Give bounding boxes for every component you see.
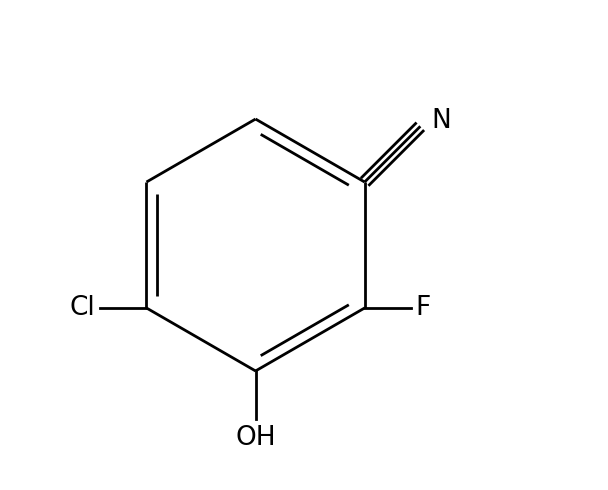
Text: OH: OH [235, 425, 276, 451]
Text: F: F [415, 295, 430, 321]
Text: Cl: Cl [70, 295, 95, 321]
Text: N: N [431, 108, 451, 134]
